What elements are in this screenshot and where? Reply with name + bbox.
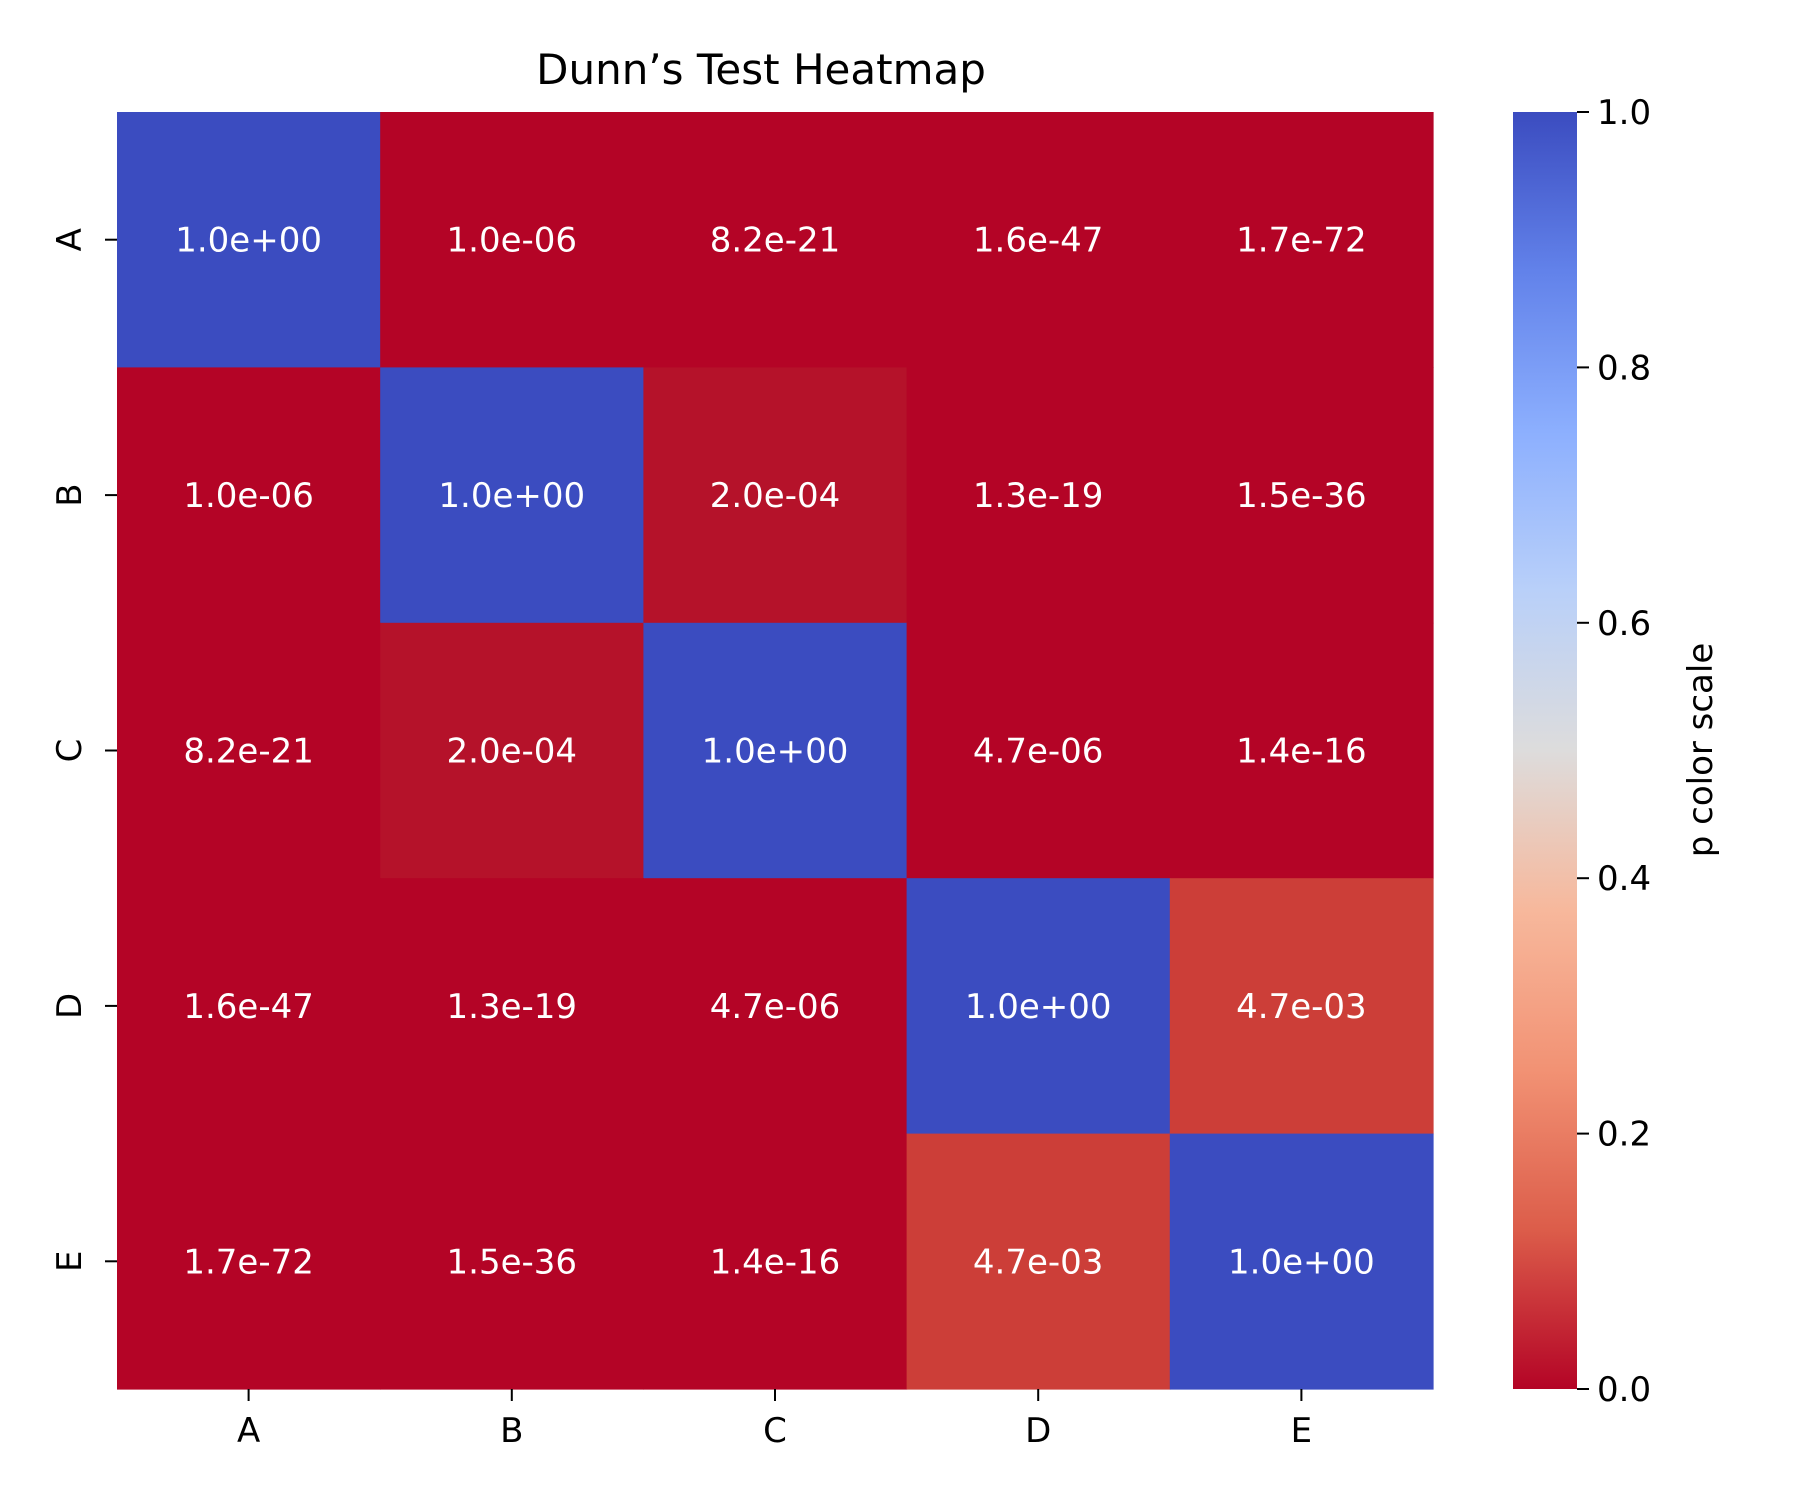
x-tick-label: A: [237, 1411, 260, 1451]
cell-label-A-C: 8.2e-21: [710, 221, 841, 261]
colorbar-ticks: 0.0 0.2 0.4 0.6 0.8 1.0: [1577, 93, 1651, 1410]
heatmap-cell-D-B: [380, 878, 644, 1135]
heatmap-cell-B-C: [643, 367, 908, 624]
heatmap-cell-A-B: [380, 112, 644, 368]
colorbar-tick-label: 0.8: [1597, 348, 1651, 388]
y-tick-label: B: [50, 483, 90, 506]
cell-label-C-B: 2.0e-04: [447, 732, 578, 772]
y-axis: A B C D E: [50, 228, 117, 1272]
heatmap-cell-labels: 1.0e+00 1.0e-06 8.2e-21 1.6e-47 1.7e-72 1.0e-…: [175, 221, 1375, 1283]
y-tick-label: D: [50, 993, 90, 1019]
x-tick-label: D: [1025, 1411, 1051, 1451]
heatmap-cell-D-C: [643, 878, 908, 1135]
colorbar-gradient: [1513, 112, 1577, 1389]
colorbar: 0.0 0.2 0.4 0.6 0.8 1.0 p color scale: [1513, 93, 1721, 1410]
cell-label-A-B: 1.0e-06: [447, 221, 578, 261]
cell-label-E-B: 1.5e-36: [447, 1242, 578, 1282]
cell-label-A-E: 1.7e-72: [1236, 221, 1367, 261]
cell-label-D-C: 4.7e-06: [710, 987, 841, 1027]
heatmap-cell-E-A: [117, 1133, 381, 1390]
colorbar-tick-label: 0.2: [1597, 1115, 1651, 1155]
colorbar-tick-label: 0.0: [1597, 1370, 1651, 1410]
cell-label-D-B: 1.3e-19: [447, 987, 578, 1027]
cell-label-D-E: 4.7e-03: [1236, 987, 1367, 1027]
heatmap-cell-B-D: [906, 367, 1171, 624]
heatmap-cell-D-D: [906, 878, 1171, 1135]
cell-label-C-A: 8.2e-21: [183, 732, 314, 772]
cell-label-E-A: 1.7e-72: [183, 1242, 314, 1282]
colorbar-tick-label: 0.6: [1597, 604, 1651, 644]
heatmap-cell-C-B: [380, 622, 644, 879]
heatmap-cell-D-A: [117, 878, 381, 1135]
cell-label-B-C: 2.0e-04: [710, 476, 841, 516]
colorbar-tick-label: 0.4: [1597, 859, 1651, 899]
heatmap-cell-B-B: [380, 367, 644, 624]
heatmap-cell-A-D: [906, 112, 1171, 368]
heatmap-cell-C-A: [117, 622, 381, 879]
cell-label-C-E: 1.4e-16: [1236, 732, 1367, 772]
cell-label-A-A: 1.0e+00: [175, 221, 322, 261]
y-tick-label: A: [50, 228, 90, 251]
colorbar-label: p color scale: [1681, 643, 1721, 858]
cell-label-E-C: 1.4e-16: [710, 1242, 841, 1282]
x-tick-label: B: [500, 1411, 523, 1451]
cell-label-B-B: 1.0e+00: [438, 476, 585, 516]
heatmap-cell-D-E: [1169, 878, 1434, 1135]
heatmap-cell-A-C: [643, 112, 908, 368]
y-tick-label: E: [50, 1251, 90, 1272]
heatmap-cell-A-A: [117, 112, 381, 368]
cell-label-D-A: 1.6e-47: [183, 987, 314, 1027]
cell-label-E-D: 4.7e-03: [973, 1242, 1104, 1282]
heatmap-cells: [117, 112, 1434, 1390]
cell-label-C-D: 4.7e-06: [973, 732, 1104, 772]
heatmap-cell-C-C: [643, 622, 908, 879]
heatmap-cell-E-B: [380, 1133, 644, 1390]
chart-title: Dunn’s Test Heatmap: [536, 45, 986, 94]
cell-label-D-D: 1.0e+00: [965, 987, 1112, 1027]
heatmap-cell-A-E: [1169, 112, 1434, 368]
cell-label-C-C: 1.0e+00: [702, 732, 849, 772]
cell-label-A-D: 1.6e-47: [973, 221, 1104, 261]
x-tick-label: C: [763, 1411, 787, 1451]
colorbar-tick-label: 1.0: [1597, 93, 1651, 133]
y-tick-label: C: [50, 739, 90, 763]
cell-label-B-D: 1.3e-19: [973, 476, 1104, 516]
heatmap-cell-C-D: [906, 622, 1171, 879]
heatmap-cell-B-A: [117, 367, 381, 624]
heatmap-cell-E-C: [643, 1133, 908, 1390]
cell-label-B-A: 1.0e-06: [183, 476, 314, 516]
heatmap-cell-E-E: [1169, 1133, 1434, 1390]
heatmap-cell-E-D: [906, 1133, 1171, 1390]
heatmap-cell-B-E: [1169, 367, 1434, 624]
heatmap-cell-C-E: [1169, 622, 1434, 879]
cell-label-E-E: 1.0e+00: [1228, 1242, 1375, 1282]
cell-label-B-E: 1.5e-36: [1236, 476, 1367, 516]
x-tick-label: E: [1291, 1411, 1312, 1451]
x-axis: A B C D E: [237, 1389, 1312, 1451]
